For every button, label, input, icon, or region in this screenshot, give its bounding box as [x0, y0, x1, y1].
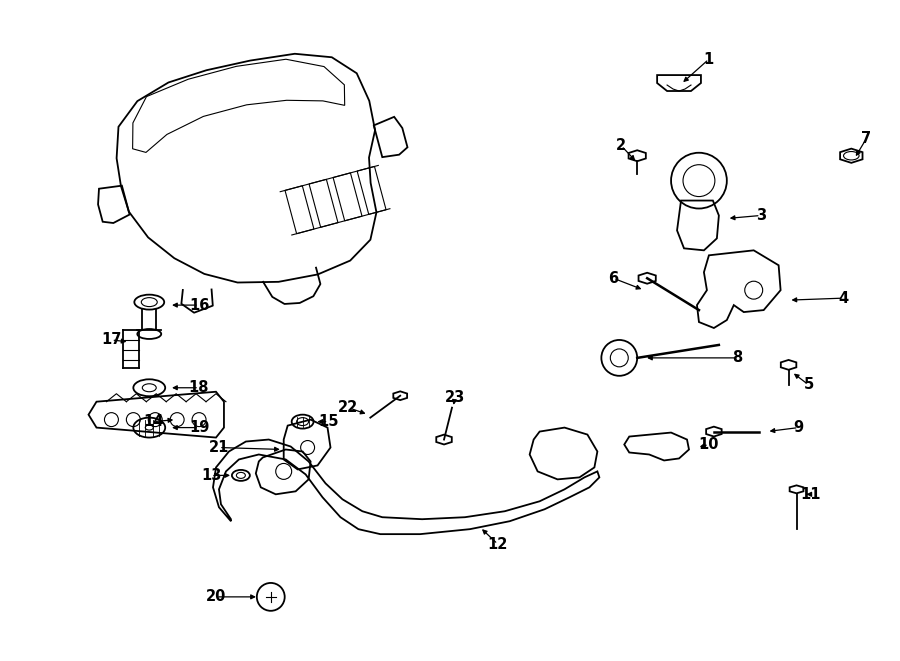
Text: 22: 22: [338, 400, 358, 415]
Text: 13: 13: [201, 468, 221, 483]
Text: 8: 8: [732, 350, 742, 366]
Text: 16: 16: [189, 297, 209, 313]
Text: 10: 10: [698, 437, 719, 452]
Text: 2: 2: [616, 138, 626, 153]
Text: 1: 1: [704, 52, 714, 67]
Text: 14: 14: [143, 414, 164, 429]
Text: 21: 21: [209, 440, 230, 455]
Text: 20: 20: [206, 590, 226, 604]
Text: 3: 3: [756, 208, 766, 223]
Text: 17: 17: [101, 332, 122, 348]
Text: 11: 11: [800, 486, 821, 502]
Text: 4: 4: [838, 291, 849, 305]
Text: 12: 12: [488, 537, 508, 551]
Text: 7: 7: [861, 132, 871, 146]
Text: 5: 5: [804, 377, 814, 392]
Text: 6: 6: [608, 271, 618, 286]
Text: 19: 19: [189, 420, 209, 435]
Text: 9: 9: [794, 420, 804, 435]
Text: 18: 18: [189, 380, 210, 395]
Text: 15: 15: [319, 414, 338, 429]
Text: 23: 23: [445, 390, 465, 405]
